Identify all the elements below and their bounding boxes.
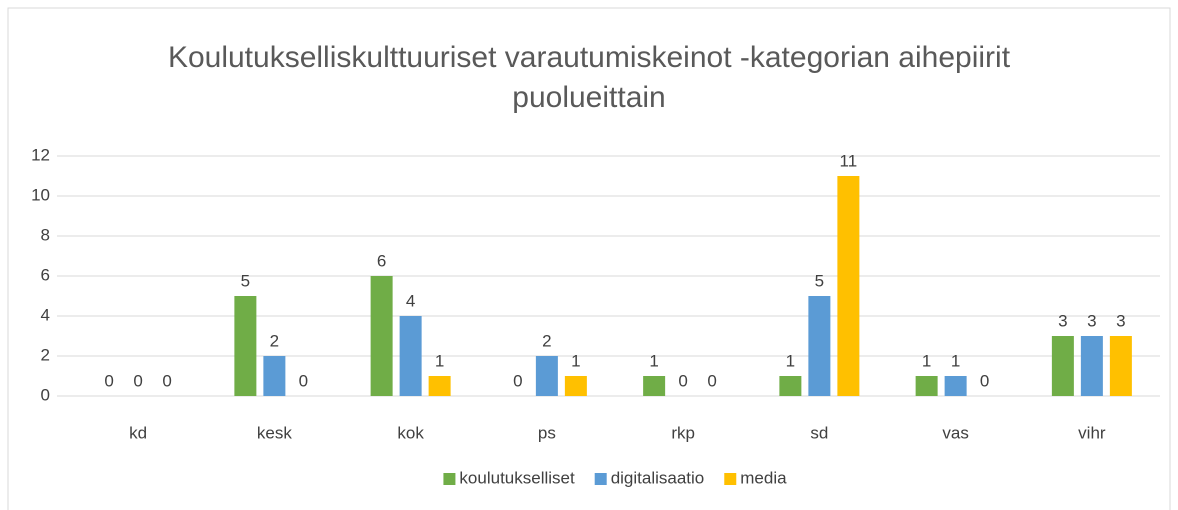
data-label: 3 [1116,311,1125,330]
bar [1051,336,1074,396]
x-tick-label: rkp [671,423,695,442]
x-tick-label: sd [810,423,828,442]
bar [779,376,802,396]
data-label: 0 [104,371,113,390]
chart-border [7,7,1171,510]
bar [428,376,451,396]
data-label: 5 [241,271,250,290]
bar [234,296,257,396]
data-label: 5 [815,271,824,290]
data-label: 0 [162,371,171,390]
data-label: 1 [922,351,931,370]
data-label: 0 [133,371,142,390]
x-tick-label: vihr [1078,423,1106,442]
legend-swatch [443,473,456,485]
bar [808,296,831,396]
legend-label: media [740,468,787,487]
data-label: 0 [980,371,989,390]
data-label: 1 [951,351,960,370]
y-tick-label: 4 [41,305,50,324]
bar [643,376,666,396]
data-label: 3 [1087,311,1096,330]
data-label: 0 [678,371,687,390]
y-tick-label: 6 [41,265,50,284]
data-label: 1 [649,351,658,370]
data-label: 1 [571,351,580,370]
data-label: 2 [542,331,551,350]
data-label: 1 [435,351,444,370]
data-label: 2 [270,331,279,350]
legend-swatch [724,473,737,485]
bar [1080,336,1103,396]
bar [370,276,393,396]
y-tick-label: 8 [41,225,50,244]
x-tick-label: ps [538,423,556,442]
y-tick-label: 0 [41,385,50,404]
x-tick-label: kd [129,423,147,442]
y-tick-label: 2 [41,345,50,364]
legend-label: digitalisaatio [611,468,705,487]
chart-title: Koulutukselliskulttuuriset varautumiskei… [167,41,1011,114]
bar [535,356,558,396]
bar [837,176,860,396]
x-tick-label: vas [942,423,968,442]
y-tick-label: 10 [31,185,50,204]
y-tick-label: 12 [31,145,50,164]
data-label: 1 [786,351,795,370]
data-label: 4 [406,291,415,310]
x-tick-label: kesk [257,423,292,442]
legend-swatch [594,473,607,485]
data-label: 0 [299,371,308,390]
x-tick-label: kok [397,423,424,442]
data-label: 11 [840,151,858,170]
bar [399,316,422,396]
data-label: 3 [1058,311,1067,330]
data-label: 0 [513,371,522,390]
bar [564,376,587,396]
data-label: 0 [707,371,716,390]
bar [263,356,286,396]
legend-label: koulutukselliset [459,468,575,487]
bar [1109,336,1132,396]
bar [944,376,967,396]
bar [915,376,938,396]
data-label: 6 [377,251,386,270]
